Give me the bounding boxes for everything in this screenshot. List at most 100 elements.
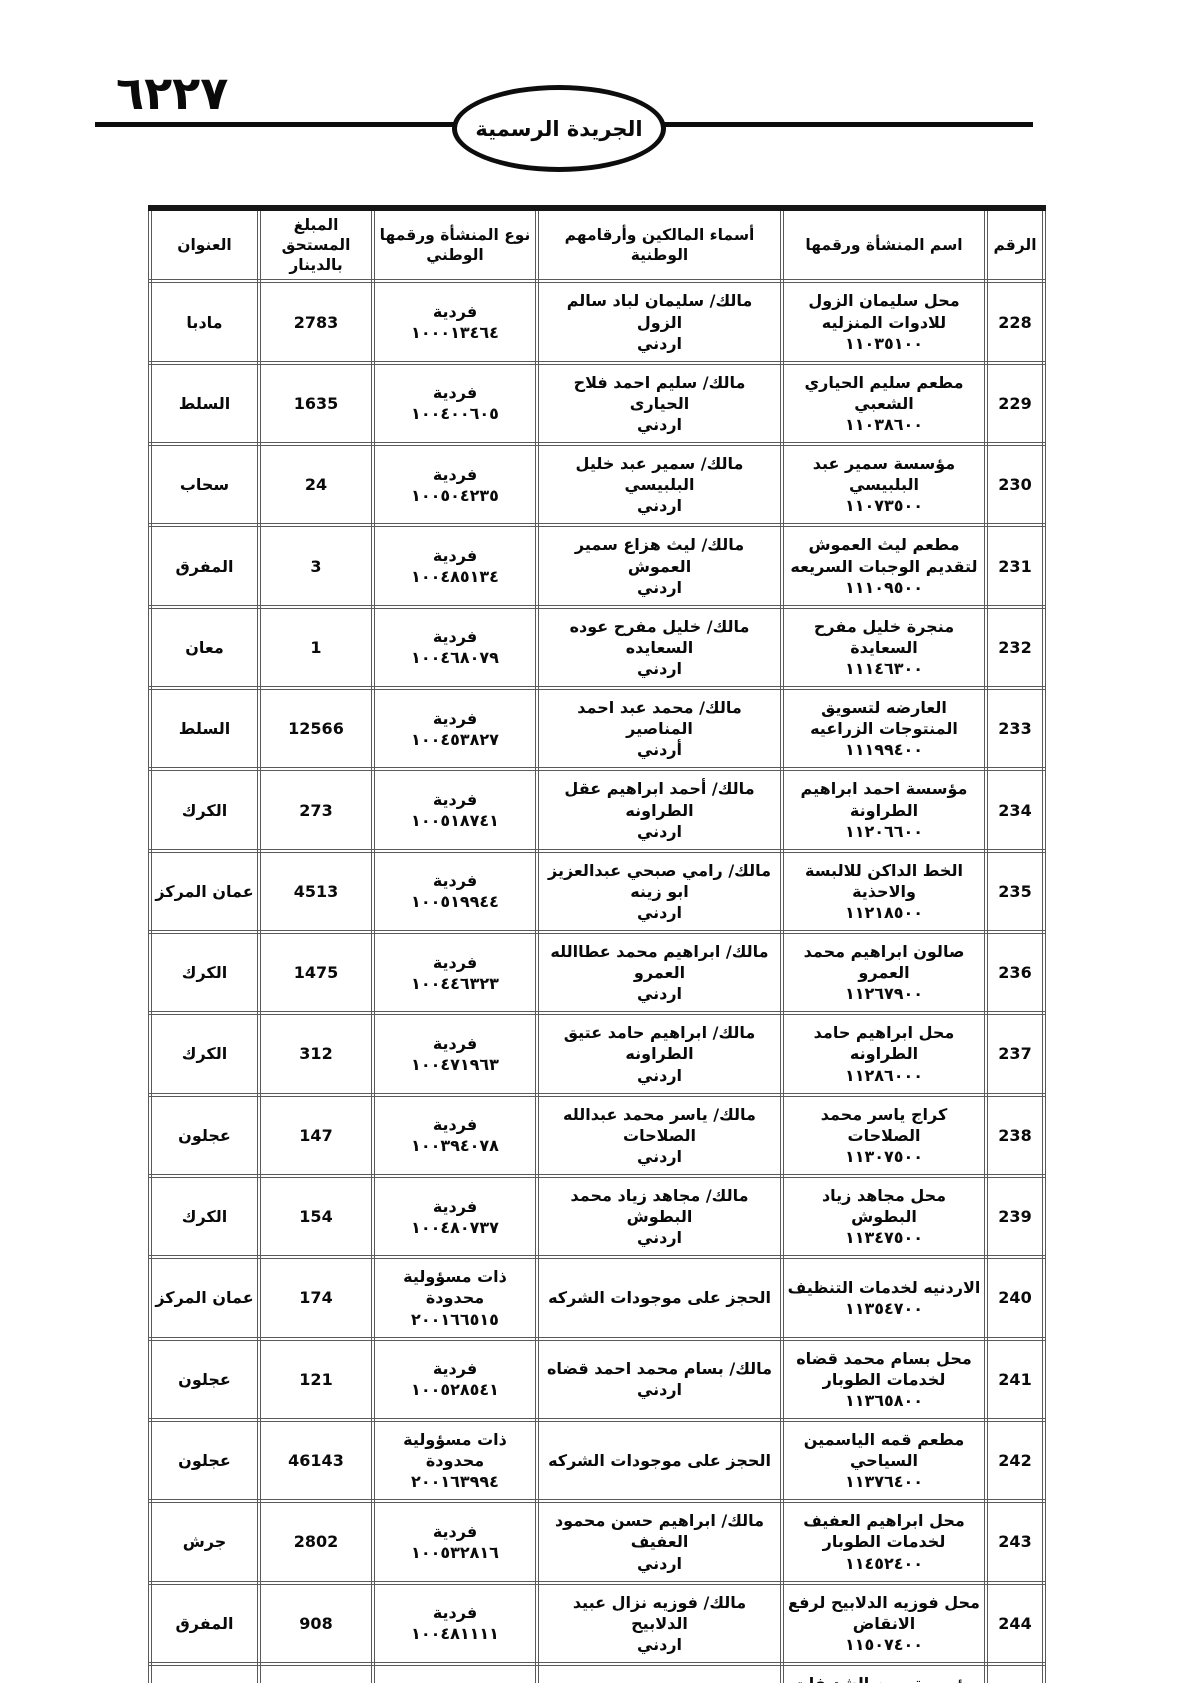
cell-owner: مالك/ أحمد ابراهيم عقل الطراونه اردني — [535, 767, 784, 853]
cell-establishment: محل ابراهيم حامد الطراونه ١١٢٨٦٠٠٠ — [780, 1011, 988, 1097]
type-national-number: ١٠٠٤٠٠٦٠٥ — [411, 404, 499, 424]
cell-establishment: مؤسسة احمد ابراهيم الطراونة ١١٢٠٦٦٠٠ — [780, 767, 988, 853]
establishment-type: فردية — [432, 1521, 478, 1541]
cell-amount-due: 2802 — [257, 1499, 375, 1585]
cell-address: معان — [148, 604, 261, 691]
establishment-type: فردية — [432, 1033, 478, 1053]
cell-address: الكرك — [148, 1174, 261, 1260]
cell-establishment-type: ذات مسؤولية محدودة ٢٠٠١٦٦٥١٥ — [371, 1255, 539, 1341]
establishment-number: ١١٢٦٧٩٠٠ — [844, 984, 924, 1004]
page-number: ٦٢٢٧ — [116, 66, 229, 120]
table-row: 245 مؤسسة معن الشديفات لخدمات اعمال الصي… — [148, 1661, 1046, 1683]
cell-address: عمان المركز — [148, 1255, 261, 1341]
cell-establishment-type: فردية ١٠٠٤٥٣٨٢٧ — [371, 686, 539, 772]
owner-name: مالك/ سليم احمد فلاح الحيارى — [573, 372, 746, 413]
table-row: 234 مؤسسة احمد ابراهيم الطراونة ١١٢٠٦٦٠٠… — [148, 767, 1046, 853]
cell-record-number: 240 — [984, 1255, 1046, 1341]
cell-record-number: 229 — [984, 360, 1046, 447]
owner-nationality: اردني — [636, 1146, 683, 1166]
cell-owner: مالك/ مجاهد زياد محمد البطوش اردني — [535, 1174, 784, 1260]
establishment-type: فردية — [432, 1196, 478, 1216]
establishment-number: ١١٢٨٦٠٠٠ — [844, 1065, 924, 1085]
establishment-number: ١١٣٠٧٥٠٠ — [844, 1146, 924, 1166]
cell-owner: الحجز على موجودات الشركه — [535, 1255, 784, 1341]
cell-address: المفرق — [148, 1580, 261, 1667]
cell-amount-due: 1 — [257, 604, 375, 691]
cell-record-number: 234 — [984, 767, 1046, 853]
establishment-number: ١١٢١٨٥٠٠ — [844, 902, 924, 922]
cell-amount-due: 2362 — [257, 1661, 375, 1683]
cell-establishment-type: فردية ١٠٠٥٢٨٥٤١ — [371, 1336, 539, 1423]
establishment-name: مؤسسة احمد ابراهيم الطراونة — [800, 779, 968, 820]
establishment-number: ١١٢٠٦٦٠٠ — [844, 821, 924, 841]
owner-nationality: أردني — [636, 740, 683, 760]
cell-establishment: مؤسسة معن الشديفات لخدمات اعمال الصيانه … — [780, 1661, 988, 1683]
type-national-number: ١٠٠٤٦٨٠٧٩ — [411, 648, 499, 668]
cell-address: الكرك — [148, 930, 261, 1016]
cell-amount-due: 154 — [257, 1174, 375, 1260]
owner-name: مالك/ بسام محمد احمد قضاه — [546, 1359, 773, 1379]
cell-record-number: 242 — [984, 1418, 1046, 1504]
establishment-name: كراج ياسر محمد الصلاحات — [820, 1104, 948, 1145]
establishment-type: فردية — [432, 627, 478, 647]
cell-establishment: منجرة خليل مفرح السعايدة ١١١٤٦٣٠٠ — [780, 604, 988, 691]
records-tbody: 228 محل سليمان الزول للادوات المنزليه ١١… — [148, 279, 1046, 1683]
establishment-name: مؤسسة معن الشديفات لخدمات اعمال الصيانه … — [787, 1673, 981, 1683]
header-row: الرقم اسم المنشأة ورقمها أسماء المالكين … — [148, 204, 1046, 284]
cell-address: مادبا — [148, 279, 261, 365]
cell-owner: مالك/ ياسر محمد عبدالله الصلاحات اردني — [535, 1092, 784, 1179]
owner-name: مالك/ ابراهيم حسن محمود العفيف — [554, 1511, 765, 1552]
cell-address: المفرق — [148, 1661, 261, 1683]
cell-establishment-type: فردية ١٠٠٥٣٢٨١٦ — [371, 1499, 539, 1585]
establishment-type: ذات مسؤولية محدودة — [403, 1267, 507, 1308]
establishment-type: فردية — [432, 789, 478, 809]
owner-name: مالك/ ليث هزاع سمير العموش — [574, 535, 745, 576]
cell-owner: مالك/ رامي صبحي عبدالعزيز ابو زينه اردني — [535, 848, 784, 935]
establishment-name: الاردنيه لخدمات التنظيف — [787, 1277, 981, 1297]
cell-establishment-type: فردية ١٠٠٤٨٥١٣٤ — [371, 523, 539, 609]
col-header-amount: المبلغ المستحق بالدينار — [257, 204, 375, 284]
cell-address: الكرك — [148, 1011, 261, 1097]
cell-establishment: مطعم قمه الياسمين السياحي ١١٣٧٦٤٠٠ — [780, 1418, 988, 1504]
cell-establishment: مطعم ليث العموش لتقديم الوجبات السريعه ١… — [780, 523, 988, 609]
cell-owner: مالك/ بسام محمد احمد قضاه اردني — [535, 1336, 784, 1423]
cell-establishment-type: فردية ١٠٠٤٨١١١١ — [371, 1580, 539, 1667]
cell-establishment-type: فردية ١٠٠٣٩٤٠٧٨ — [371, 1092, 539, 1179]
owner-name: مالك/ محمد عبد احمد المناصير — [577, 698, 742, 739]
owner-nationality: اردني — [636, 984, 683, 1004]
cell-owner: مالك/ محمد عبد احمد المناصير أردني — [535, 686, 784, 772]
type-national-number: ١٠٠٤٥٣٨٢٧ — [411, 729, 499, 749]
cell-establishment: محل بسام محمد قضاه لخدمات الطوبار ١١٣٦٥٨… — [780, 1336, 988, 1423]
table-row: 242 مطعم قمه الياسمين السياحي ١١٣٧٦٤٠٠ ا… — [148, 1418, 1046, 1504]
establishment-number: ١١٣٤٧٥٠٠ — [844, 1228, 924, 1248]
cell-amount-due: 3 — [257, 523, 375, 609]
establishment-name: محل ابراهيم حامد الطراونه — [813, 1023, 955, 1064]
col-header-establishment: اسم المنشأة ورقمها — [780, 204, 988, 284]
cell-record-number: 238 — [984, 1092, 1046, 1179]
col-header-number: الرقم — [984, 204, 1046, 284]
cell-owner: مالك/ خليل مفرح عوده السعايده اردني — [535, 604, 784, 691]
owner-nationality: اردني — [636, 1065, 683, 1085]
establishment-type: فردية — [432, 871, 478, 891]
cell-record-number: 236 — [984, 930, 1046, 1016]
table-row: 240 الاردنيه لخدمات التنظيف ١١٣٥٤٧٠٠ الح… — [148, 1255, 1046, 1341]
cell-record-number: 237 — [984, 1011, 1046, 1097]
cell-establishment: كراج ياسر محمد الصلاحات ١١٣٠٧٥٠٠ — [780, 1092, 988, 1179]
type-national-number: ١٠٠٤٤٦٣٢٣ — [411, 973, 499, 993]
establishment-name: العارضه لتسويق المنتوجات الزراعيه — [810, 698, 958, 739]
cell-establishment-type: فردية ١٠٠٤٦٨٠٧٩ — [371, 604, 539, 691]
cell-address: عجلون — [148, 1092, 261, 1179]
owner-name: مالك/ خليل مفرح عوده السعايده — [569, 616, 750, 657]
owner-name: مالك/ ابراهيم حامد عتيق الطراونه — [563, 1023, 756, 1064]
cell-amount-due: 4513 — [257, 848, 375, 935]
owner-name: مالك/ ابراهيم محمد عطاالله العمرو — [550, 942, 769, 983]
establishment-type: فردية — [432, 708, 478, 728]
table-row: 231 مطعم ليث العموش لتقديم الوجبات السري… — [148, 523, 1046, 609]
owner-nationality: اردني — [636, 1634, 683, 1654]
owner-nationality: اردني — [636, 333, 683, 353]
establishment-type: فردية — [432, 383, 478, 403]
establishment-number: ١١٥٠٧٤٠٠ — [844, 1634, 924, 1654]
establishment-type: فردية — [432, 464, 478, 484]
cell-record-number: 244 — [984, 1580, 1046, 1667]
